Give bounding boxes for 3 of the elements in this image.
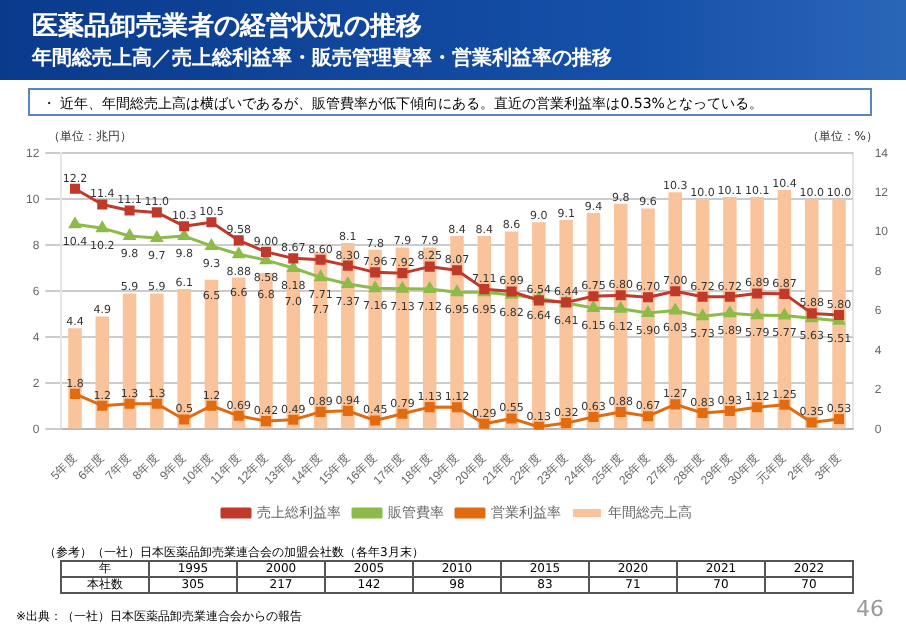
chart-subtitle: 年間総売上高／売上総利益率・販売管理費率・営業利益率の推移	[32, 44, 612, 72]
chart-title: 医薬品卸売業者の経営状況の推移	[32, 10, 422, 44]
text: 46	[856, 596, 884, 622]
